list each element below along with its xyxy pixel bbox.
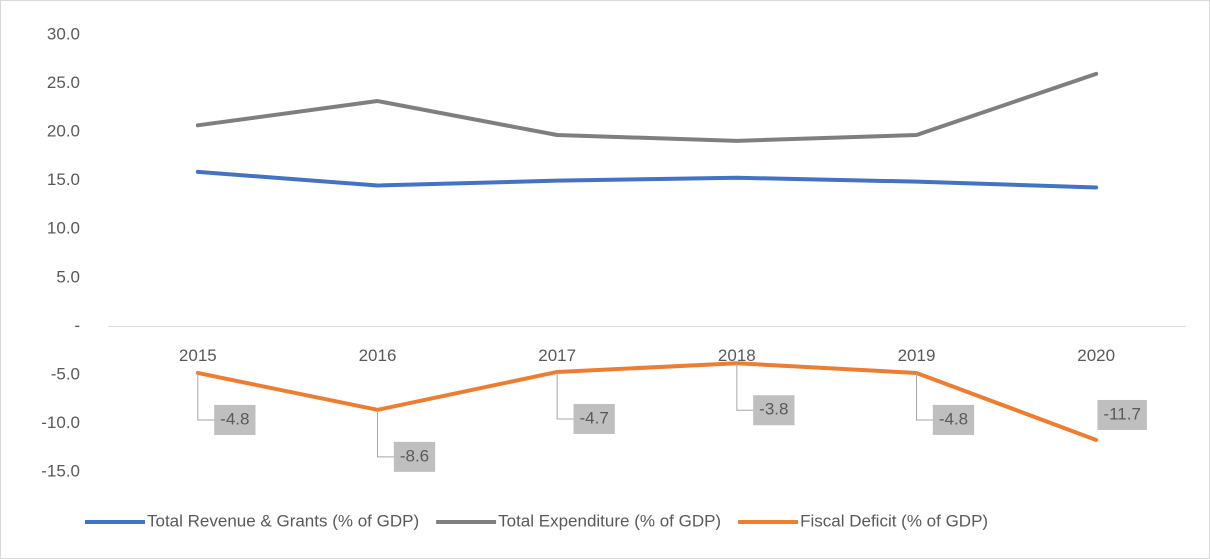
data-label-box [1097, 399, 1147, 430]
leader-line [916, 372, 933, 421]
leader-line [556, 371, 574, 420]
x-tick-label: 2017 [538, 346, 576, 365]
data-label: -4.8 [939, 409, 968, 428]
y-tick-label: - [74, 316, 80, 335]
x-tick-label: 2019 [898, 346, 936, 365]
legend-label: Total Revenue & Grants (% of GDP) [147, 511, 419, 530]
y-tick-label: 20.0 [47, 122, 80, 141]
data-label-box [393, 441, 436, 472]
series-line [195, 71, 1099, 143]
data-label: -4.7 [580, 408, 609, 427]
y-tick-label: 30.0 [47, 24, 80, 43]
data-label: -4.8 [220, 409, 249, 428]
leader-line [197, 372, 215, 421]
leader-line [736, 363, 754, 411]
series-line [195, 361, 1099, 442]
y-tick-label: -15.0 [41, 461, 80, 480]
data-label-box [214, 404, 256, 435]
y-tick-label: 15.0 [47, 170, 80, 189]
data-label-box [573, 403, 615, 434]
data-label-box [932, 404, 975, 435]
x-tick-label: 2016 [359, 346, 397, 365]
leader-line [377, 409, 394, 458]
y-tick-label: 25.0 [47, 73, 80, 92]
data-label-box [753, 395, 795, 426]
y-tick-label: -5.0 [51, 364, 80, 383]
x-tick-label: 2020 [1077, 346, 1115, 365]
data-label: -3.8 [759, 400, 788, 419]
series-line [195, 169, 1099, 190]
legend-label: Total Expenditure (% of GDP) [498, 511, 721, 530]
y-tick-label: 5.0 [56, 267, 80, 286]
data-label: -11.7 [1103, 404, 1141, 423]
y-tick-label: -10.0 [41, 413, 80, 432]
legend-label: Fiscal Deficit (% of GDP) [800, 511, 988, 530]
data-label: -8.6 [400, 446, 429, 465]
x-tick-label: 2015 [179, 346, 217, 365]
x-tick-label: 2018 [718, 346, 756, 365]
y-tick-label: 10.0 [47, 219, 80, 238]
